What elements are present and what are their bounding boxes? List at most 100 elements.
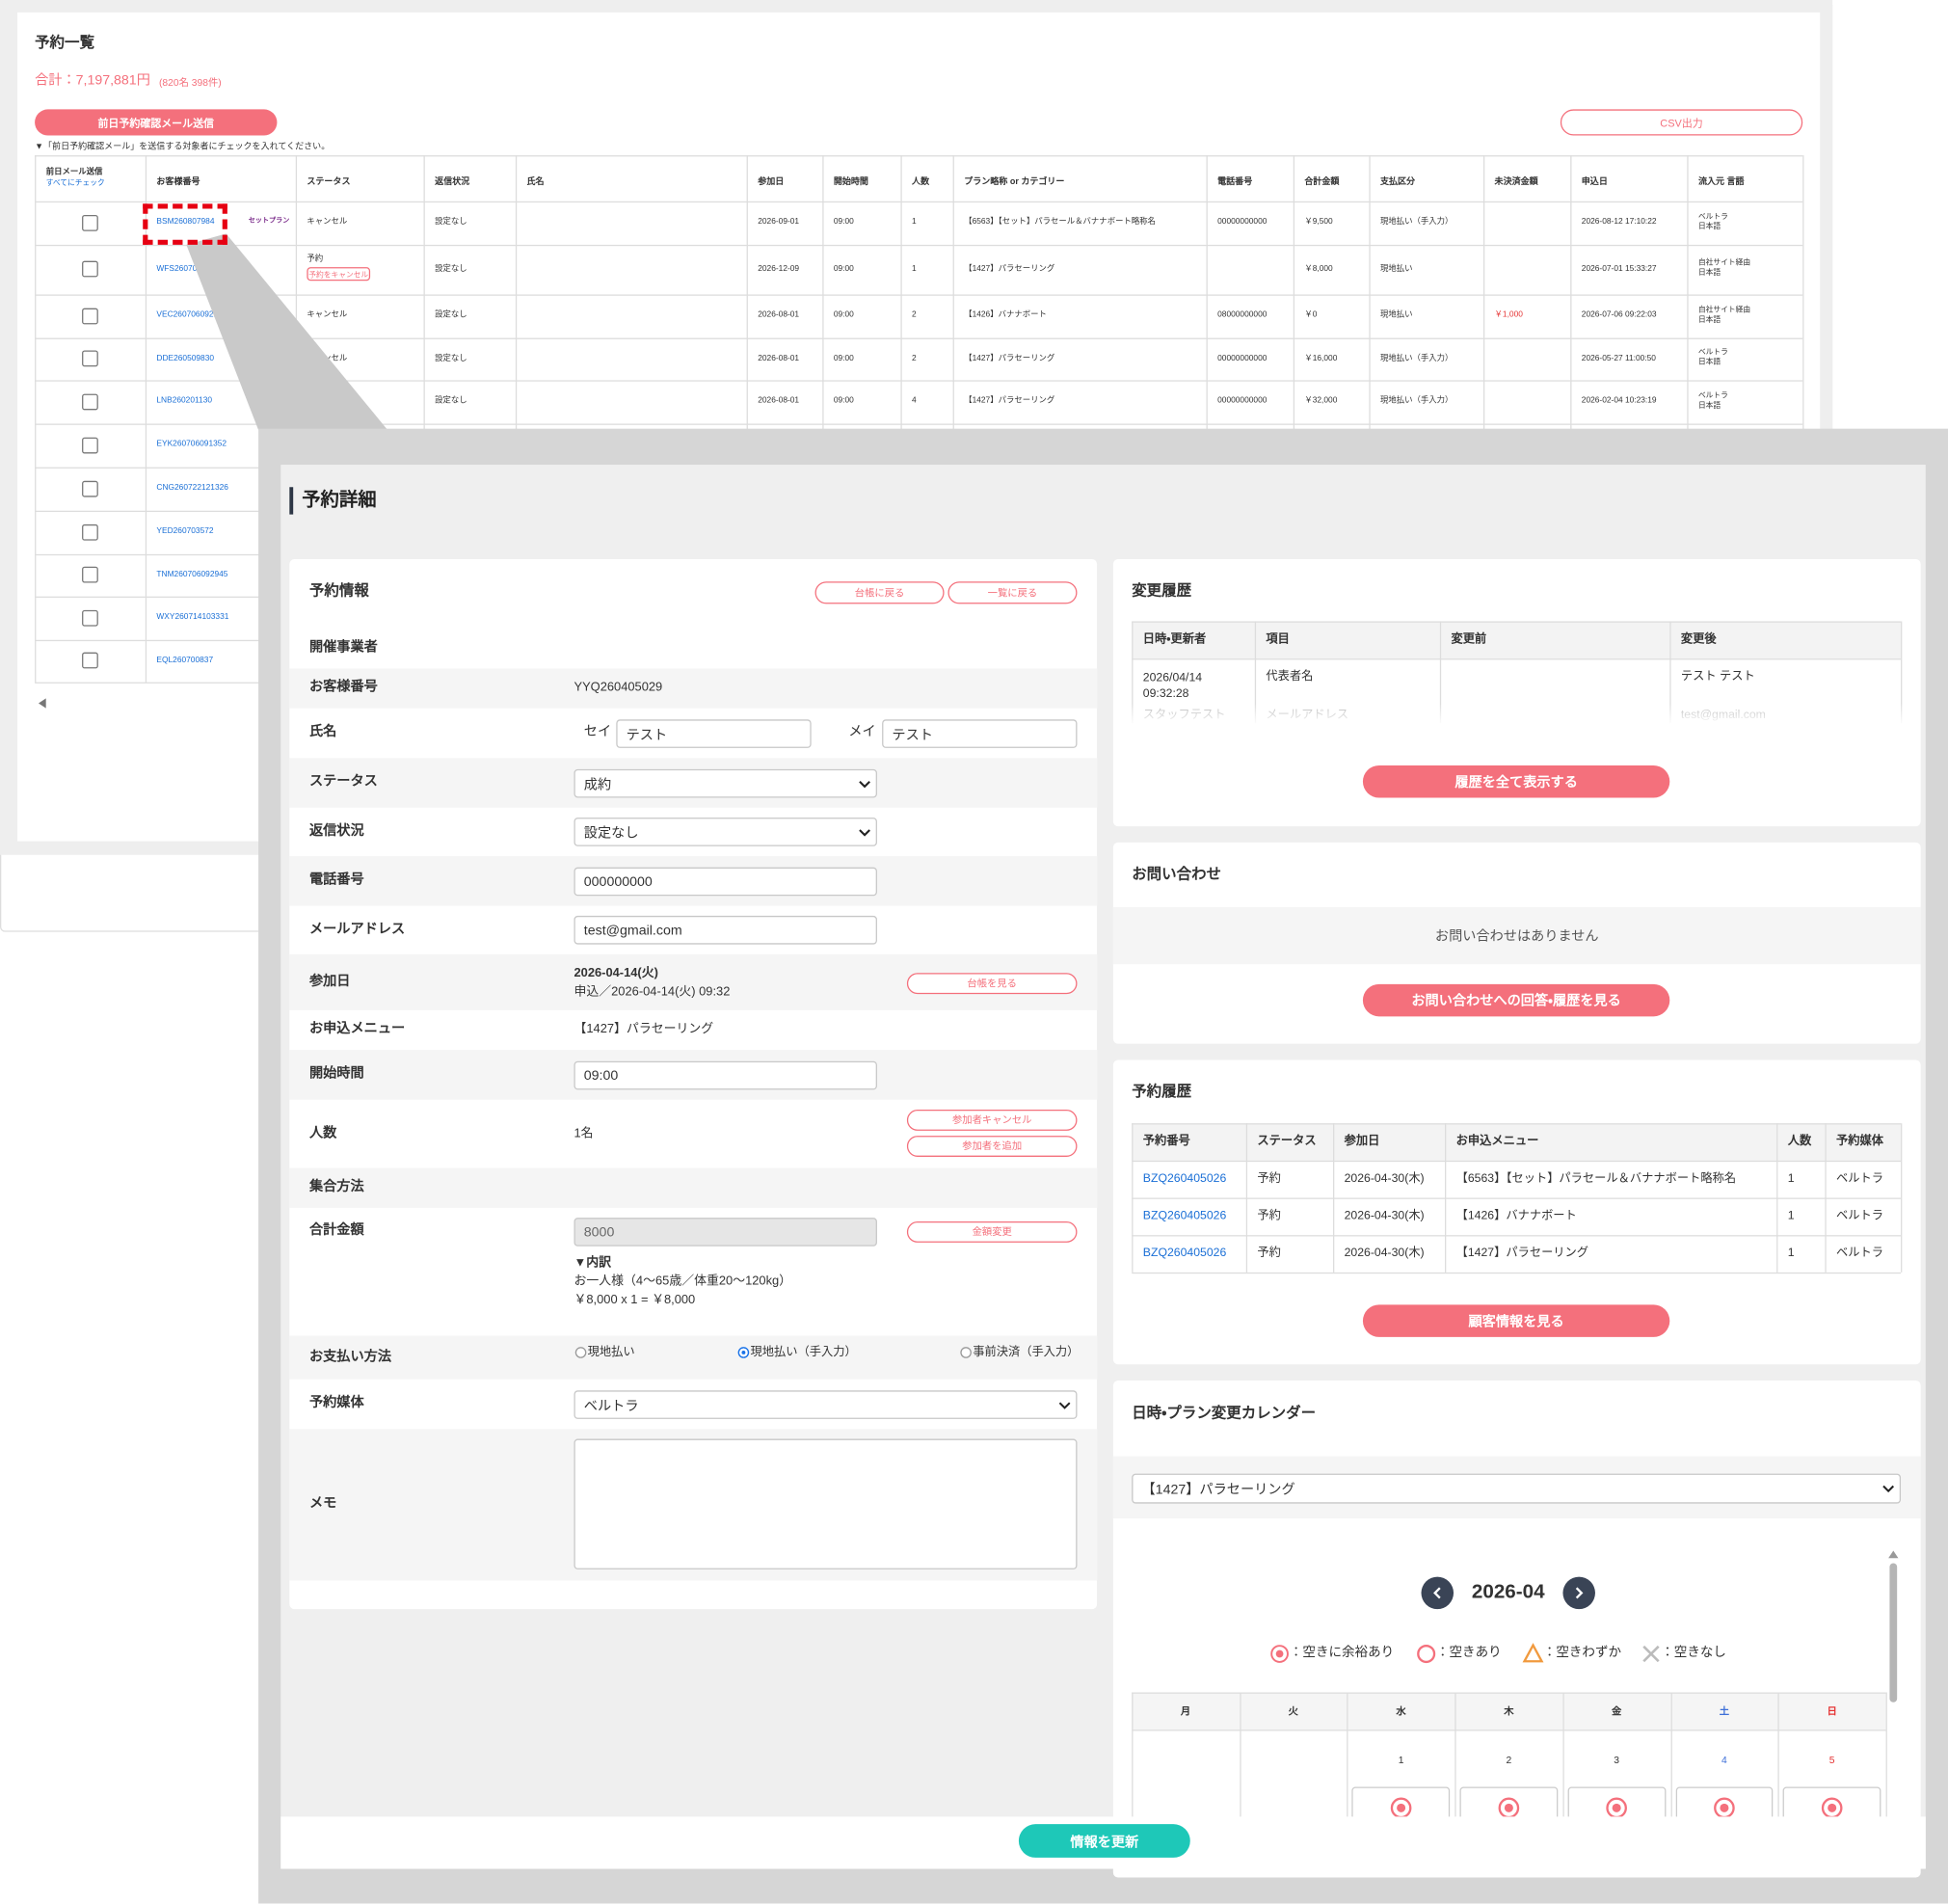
ledger-button[interactable]: 台帳を見る [906,973,1078,995]
day-number: 3 [1614,1754,1619,1765]
detail-title: 予約詳細 [302,489,377,511]
cell-amount: ￥9,500 [1304,218,1333,228]
table-line [952,155,954,683]
nav-arrow [1575,1587,1584,1599]
table-line [1454,1692,1456,1839]
cancel-reservation[interactable]: 予約をキャンセル [307,267,371,282]
total-input[interactable]: 8000 [574,1218,877,1247]
table-header: 参加日 [1344,1134,1380,1149]
row-checkbox[interactable] [82,308,98,324]
table-header: お申込メニュー [1455,1134,1539,1149]
cell-date: 2026-08-01 [758,396,800,406]
chevron [859,828,870,836]
cell-payment: 現地払い [1379,264,1413,274]
memo-textarea[interactable] [574,1438,1078,1569]
select-arrow [859,828,870,836]
table-line [1825,1123,1827,1273]
prev-month[interactable] [1421,1576,1454,1610]
field-label: 集合方法 [308,1179,364,1194]
table-header: ステータス [1257,1134,1317,1149]
row-checkbox[interactable] [82,480,98,496]
cell-plan: 【1426】バナナボート [964,310,1047,320]
row-checkbox[interactable] [82,523,98,541]
reservation-cell: ベルトラ [1836,1209,1884,1223]
email-input[interactable]: test@gmail.com [574,915,877,945]
cell-date: 2026-12-09 [758,264,800,274]
row-checkbox[interactable] [82,609,98,626]
select-arrow [1882,1485,1895,1493]
card-title: 日時・プラン変更カレンダー [1132,1403,1317,1421]
source: ベルトラ [1697,213,1728,222]
csv-button[interactable]: CSV出力 [1560,109,1803,136]
table-line [35,294,1803,296]
table-header: 合計金額 [1304,176,1340,186]
payment-radio[interactable] [574,1347,587,1358]
card-title: お問い合わせ [1132,864,1222,882]
nav-arrow [1433,1587,1441,1599]
start-input[interactable]: 09:00 [574,1060,877,1090]
table-header: 予約番号 [1142,1134,1190,1149]
sei-input[interactable]: テスト [616,719,812,748]
update-button[interactable]: 情報を更新 [1018,1824,1190,1858]
title-bar [289,487,294,515]
mei-input[interactable]: テスト [882,719,1078,748]
row-checkbox[interactable] [82,214,98,231]
table-line [35,155,1803,157]
table-header: お客様番号 [156,176,200,186]
back-ledger[interactable]: 台帳に戻る [814,581,945,604]
reservation-cell: 【6563】【セット】パラセール＆バナナボート略称名 [1455,1171,1737,1186]
history-cell: 代表者名 [1266,669,1314,684]
table-line [1670,1692,1672,1839]
source: 自社サイト経由 [1697,307,1751,314]
language: 日本語 [1697,359,1721,367]
back-list[interactable]: 一覧に戻る [947,581,1078,604]
row-checkbox[interactable] [82,260,98,278]
list-title: 予約一覧 [35,33,94,51]
field-label: お申込メニュー [308,1021,406,1037]
cell-plan: 【6563】【セット】パラセール＆バナナボート略称名 [964,218,1156,228]
customer-info[interactable]: 顧客情報を見る [1362,1304,1670,1337]
row-checkbox[interactable] [82,392,98,410]
row-checkbox[interactable] [82,566,98,583]
table-line [1132,1272,1902,1274]
cell-applied: 2026-07-01 15:33:27 [1581,264,1657,274]
plan-select[interactable]: 【1427】パラセーリング [1132,1473,1902,1504]
row-checkbox[interactable] [82,652,98,669]
table-line [1132,621,1134,724]
customer-id-link: YED260703572 [156,527,214,537]
row-checkbox[interactable] [82,350,98,367]
status-select[interactable]: 成約 [574,768,877,798]
cell-date: 2026-09-01 [758,218,800,228]
customer-id-link: EYK260706091352 [156,440,227,449]
cell-applied: 2026-02-04 10:23:19 [1581,396,1657,406]
cell-status: キャンセル [307,310,348,320]
next-month[interactable] [1562,1576,1595,1610]
cell-people: 2 [912,354,917,363]
cell-time: 09:00 [833,354,854,363]
row-checkbox[interactable] [82,437,98,453]
media-select[interactable]: ベルトラ [574,1390,1078,1419]
fade [1114,703,1920,726]
table-header: ステータス [307,176,351,186]
table-line [35,244,1803,247]
table-line [1776,1123,1778,1273]
change-amount[interactable]: 金額変更 [906,1220,1078,1243]
zoom-wedge [186,233,388,430]
reservation-cell: 予約 [1257,1209,1281,1223]
payment-radio[interactable] [960,1347,972,1358]
table-header-bg [1132,1123,1902,1161]
inquiry-button[interactable]: お問い合わせへの回答・履歴を見る [1362,983,1670,1017]
mail-button[interactable]: 前日予約確認メール送信 [35,109,278,136]
table-header: 予約媒体 [1836,1134,1884,1149]
cancel-participant[interactable]: 参加者キャンセル [906,1109,1078,1131]
reply-select[interactable]: 設定なし [574,818,877,846]
add-participant[interactable]: 参加者を追加 [906,1136,1078,1157]
table-line [1901,621,1903,724]
weekday: 月 [1180,1705,1191,1717]
show-all-history[interactable]: 履歴を全て表示する [1362,764,1670,798]
payment-radio[interactable] [737,1347,750,1358]
history-cell: テスト テスト [1680,669,1755,684]
table-line [1132,621,1902,623]
phone-input[interactable]: 000000000 [574,867,877,897]
